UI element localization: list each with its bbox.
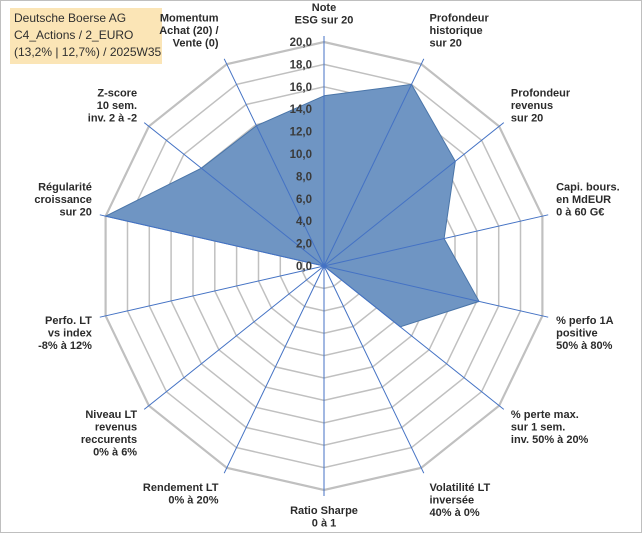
tick-label: 12,0	[290, 127, 312, 139]
axis-label: Niveau LT revenus reccurents 0% à 6%	[81, 409, 138, 459]
chart-title-performance: (13,2% | 12,7%) / 2025W35	[14, 45, 162, 59]
tick-label: 4,0	[296, 216, 312, 228]
tick-label: 20,0	[290, 37, 312, 49]
axis-spoke	[323, 122, 505, 267]
tick-label: 2,0	[296, 239, 312, 251]
axis-spoke	[323, 265, 505, 410]
tick-label: 10,0	[290, 149, 312, 161]
axis-label: Z-score 10 sem. inv. 2 à -2	[88, 88, 137, 125]
axis-label: Note ESG sur 20	[295, 2, 354, 27]
axis-spoke	[323, 265, 425, 474]
axis-label: % perfo 1A positive 50% à 80%	[556, 315, 614, 352]
tick-label: 14,0	[290, 104, 312, 116]
axis-label: Rendement LT 0% à 20%	[143, 482, 219, 507]
axis-spoke	[143, 265, 325, 410]
axis-label: Ratio Sharpe 0 à 1	[290, 505, 358, 530]
axis-label: Profondeur historique sur 20	[430, 13, 490, 50]
axis-label: Momentum Achat (20) / Vente (0)	[159, 13, 219, 50]
axis-spoke	[323, 265, 549, 318]
chart-title-category: C4_Actions / 2_EURO	[14, 28, 134, 42]
chart-title-box: Deutsche Boerse AG C4_Actions / 2_EURO (…	[10, 8, 162, 64]
axis-label: % perte max. sur 1 sem. inv. 50% à 20%	[511, 409, 589, 446]
chart-title-company: Deutsche Boerse AG	[14, 11, 127, 25]
axis-label: Capi. bours. en MdEUR 0 à 60 G€	[556, 181, 620, 218]
data-area	[104, 83, 480, 490]
axis-spoke	[223, 58, 325, 267]
axis-spoke	[99, 214, 325, 267]
tick-label: 0,0	[296, 261, 312, 273]
tick-label: 18,0	[290, 59, 312, 71]
axis-label: Perfo. LT vs index -8% à 12%	[38, 315, 93, 352]
axis-label: Régularité croissance sur 20	[34, 181, 91, 218]
tick-label: 16,0	[290, 82, 312, 94]
axis-spoke	[223, 265, 325, 474]
axis-spoke	[143, 122, 325, 267]
axis-spoke	[323, 58, 425, 267]
axis-label: Volatilité LT inversée 40% à 0%	[430, 482, 491, 519]
tick-label: 8,0	[296, 171, 312, 183]
tick-label: 6,0	[296, 194, 312, 206]
axis-spoke	[99, 265, 325, 318]
axis-label: Profondeur revenus sur 20	[511, 88, 571, 125]
axis-spoke	[323, 214, 549, 267]
